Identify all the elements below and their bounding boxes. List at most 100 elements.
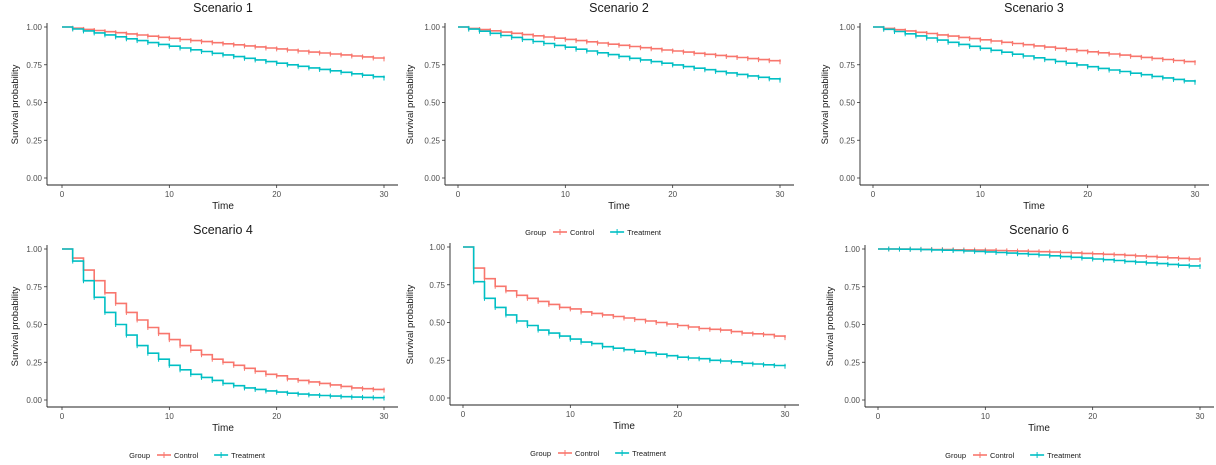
legend: Group Control Treatment xyxy=(525,228,662,237)
y-tick-label: 1.00 xyxy=(839,23,855,32)
y-tick-label: 0.25 xyxy=(26,358,42,367)
y-tick-label: 0.75 xyxy=(844,283,860,292)
y-tick-label: 0.75 xyxy=(26,283,42,292)
chart-panel-1: Scenario 1 0.00 0.25 0.50 0.75 1.00 0 10 20 30 Tim… xyxy=(10,1,398,212)
y-axis-label: Survival probability xyxy=(820,64,831,144)
x-tick-label: 0 xyxy=(456,190,461,199)
x-tick-label: 0 xyxy=(871,190,876,199)
series-line-treatment xyxy=(878,248,1201,267)
x-tick-label: 30 xyxy=(1196,412,1205,421)
x-tick-label: 20 xyxy=(668,190,677,199)
y-tick-label: 0.50 xyxy=(26,99,42,108)
x-axis-label: Time xyxy=(1028,423,1050,434)
legend-label-control: Control xyxy=(174,451,199,460)
x-tick-label: 0 xyxy=(876,412,881,421)
y-axis-label: Survival probability xyxy=(10,286,21,366)
chart-panel-4: Scenario 4 0.00 0.25 0.50 0.75 1.00 0 10 20 30 Tim… xyxy=(10,223,398,460)
y-tick-label: 0.00 xyxy=(26,396,42,405)
y-tick-label: 0.25 xyxy=(839,136,855,145)
chart-panel-3: Scenario 3 0.00 0.25 0.50 0.75 1.00 0 10 20 30 Tim… xyxy=(820,1,1209,212)
x-tick-label: 0 xyxy=(461,410,466,419)
legend: Group Control Treatment xyxy=(945,451,1082,460)
x-tick-label: 20 xyxy=(272,412,281,421)
chart-panel-6: Scenario 6 0.00 0.25 0.50 0.75 1.00 0 10 20 30 Tim… xyxy=(825,223,1214,460)
legend-title: Group xyxy=(129,451,150,460)
series-line-treatment xyxy=(62,248,385,399)
y-tick-label: 0.75 xyxy=(424,61,440,70)
legend-title: Group xyxy=(530,449,551,458)
x-tick-label: 20 xyxy=(272,190,281,199)
y-tick-label: 1.00 xyxy=(26,23,42,32)
x-tick-label: 30 xyxy=(380,412,389,421)
y-axis-label: Survival probability xyxy=(405,284,416,364)
legend-label-control: Control xyxy=(575,449,600,458)
y-tick-label: 0.00 xyxy=(429,394,445,403)
x-tick-label: 30 xyxy=(380,190,389,199)
y-axis-label: Survival probability xyxy=(405,64,416,144)
legend-label-control: Control xyxy=(990,451,1015,460)
y-tick-label: 0.50 xyxy=(424,99,440,108)
x-tick-label: 20 xyxy=(1088,412,1097,421)
y-tick-label: 0.25 xyxy=(844,358,860,367)
y-axis-label: Survival probability xyxy=(825,286,836,366)
x-tick-label: 10 xyxy=(566,410,575,419)
y-tick-label: 0.50 xyxy=(26,321,42,330)
legend-label-treatment: Treatment xyxy=(627,228,662,237)
y-tick-label: 0.25 xyxy=(26,136,42,145)
y-tick-label: 0.00 xyxy=(424,174,440,183)
x-tick-label: 10 xyxy=(981,412,990,421)
chart-title: Scenario 6 xyxy=(1009,223,1069,237)
series-line-control xyxy=(463,246,786,338)
legend-label-treatment: Treatment xyxy=(632,449,667,458)
legend-title: Group xyxy=(945,451,966,460)
x-tick-label: 10 xyxy=(165,412,174,421)
x-tick-label: 0 xyxy=(60,190,65,199)
chart-title: Scenario 2 xyxy=(589,1,649,15)
legend-label-treatment: Treatment xyxy=(1047,451,1082,460)
legend-label-treatment: Treatment xyxy=(231,451,266,460)
y-tick-label: 0.00 xyxy=(844,396,860,405)
x-axis-label: Time xyxy=(608,201,630,212)
x-tick-label: 30 xyxy=(776,190,785,199)
x-tick-label: 10 xyxy=(976,190,985,199)
chart-panel-2: Scenario 2 0.00 0.25 0.50 0.75 1.00 0 10 20 30 Tim… xyxy=(405,1,794,237)
x-axis-label: Time xyxy=(1023,201,1045,212)
x-tick-label: 10 xyxy=(561,190,570,199)
y-tick-label: 1.00 xyxy=(424,23,440,32)
x-tick-label: 30 xyxy=(781,410,790,419)
x-axis-label: Time xyxy=(212,423,234,434)
y-axis-label: Survival probability xyxy=(10,64,21,144)
chart-panel-5: 0.00 0.25 0.50 0.75 1.00 0 10 20 30 Time Survival … xyxy=(405,243,799,458)
y-tick-label: 0.75 xyxy=(839,61,855,70)
x-axis-label: Time xyxy=(613,421,635,432)
y-tick-label: 1.00 xyxy=(26,245,42,254)
y-tick-label: 1.00 xyxy=(844,245,860,254)
x-tick-label: 30 xyxy=(1191,190,1200,199)
series-line-treatment xyxy=(873,26,1196,83)
legend-label-control: Control xyxy=(570,228,595,237)
chart-title: Scenario 3 xyxy=(1004,1,1064,15)
x-tick-label: 20 xyxy=(673,410,682,419)
series-line-treatment xyxy=(458,26,781,81)
x-tick-label: 10 xyxy=(165,190,174,199)
y-tick-label: 0.75 xyxy=(429,281,445,290)
legend: Group Control Treatment xyxy=(129,451,266,460)
y-tick-label: 0.25 xyxy=(424,136,440,145)
x-tick-label: 20 xyxy=(1083,190,1092,199)
legend-title: Group xyxy=(525,228,546,237)
x-axis-label: Time xyxy=(212,201,234,212)
y-tick-label: 0.00 xyxy=(839,174,855,183)
chart-title: Scenario 1 xyxy=(193,1,253,15)
y-tick-label: 0.75 xyxy=(26,61,42,70)
legend: Group Control Treatment xyxy=(530,449,667,458)
y-tick-label: 0.50 xyxy=(839,99,855,108)
x-tick-label: 0 xyxy=(60,412,65,421)
series-line-control xyxy=(62,248,385,391)
y-tick-label: 0.00 xyxy=(26,174,42,183)
y-tick-label: 0.25 xyxy=(429,356,445,365)
chart-title: Scenario 4 xyxy=(193,223,253,237)
y-tick-label: 1.00 xyxy=(429,243,445,252)
y-tick-label: 0.50 xyxy=(429,319,445,328)
y-tick-label: 0.50 xyxy=(844,321,860,330)
